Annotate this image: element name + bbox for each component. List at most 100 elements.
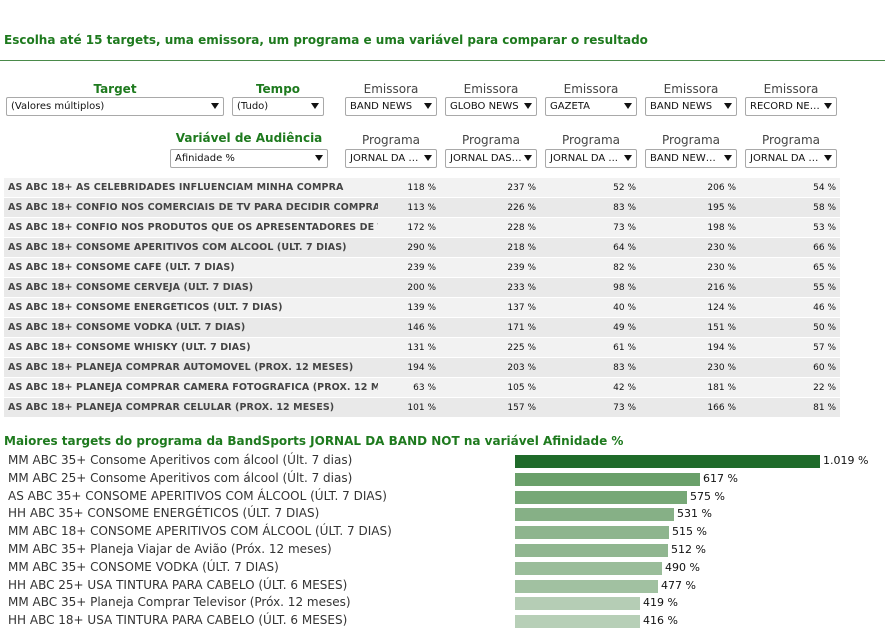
emissora-label-3: Emissora bbox=[563, 82, 619, 96]
cell-value: 118 % bbox=[407, 183, 436, 193]
programa-dropdown-value: JORNAL DA ... bbox=[550, 153, 618, 164]
programa-dropdown-1[interactable]: JORNAL DA B... bbox=[345, 149, 437, 168]
table-row: AS ABC 18+ CONSOME WHISKY (ÚLT. 7 DIAS) 1… bbox=[4, 338, 840, 358]
header-divider bbox=[0, 60, 885, 61]
comparison-table: AS ABC 18+ AS CELEBRIDADES INFLUENCIAM M… bbox=[4, 178, 840, 418]
cell-value: 290 % bbox=[407, 243, 436, 253]
cell-value: 181 % bbox=[707, 383, 736, 393]
cell-value: 58 % bbox=[813, 203, 836, 213]
bar[interactable] bbox=[515, 579, 658, 593]
bar-category-label: MM ABC 18+ CONSOME APERITIVOS COM ÁLCOOL… bbox=[8, 524, 392, 539]
tempo-label: Tempo bbox=[255, 82, 301, 96]
cell-value: 151 % bbox=[707, 323, 736, 333]
bar-category-label: AS ABC 35+ CONSOME APERITIVOS COM ÁLCOOL… bbox=[8, 488, 387, 503]
cell-value: 218 % bbox=[507, 243, 536, 253]
emissora-dropdown-5[interactable]: RECORD NEWS bbox=[745, 97, 837, 116]
bar-category-label: HH ABC 35+ CONSOME ENERGÉTICOS (ÚLT. 7 D… bbox=[8, 506, 320, 521]
cell-value: 203 % bbox=[507, 363, 536, 373]
row-target-name: AS ABC 18+ PLANEJA COMPRAR CAMERA FOTOGR… bbox=[8, 382, 378, 393]
row-target-name: AS ABC 18+ CONSOME WHISKY (ÚLT. 7 DIAS) bbox=[8, 342, 251, 353]
chevron-down-icon bbox=[315, 155, 323, 161]
chevron-down-icon bbox=[624, 103, 632, 109]
chevron-down-icon bbox=[311, 103, 319, 109]
cell-value: 63 % bbox=[413, 383, 436, 393]
target-dropdown[interactable]: (Valores múltiplos) bbox=[6, 97, 224, 116]
emissora-dropdown-2[interactable]: GLOBO NEWS bbox=[445, 97, 537, 116]
bar-category-label: HH ABC 25+ USA TINTURA PARA CABELO (ÚLT.… bbox=[8, 577, 348, 592]
bar-value-label: 490 % bbox=[665, 560, 700, 574]
programa-dropdown-5[interactable]: JORNAL DA R... bbox=[745, 149, 837, 168]
bar[interactable] bbox=[515, 526, 669, 540]
cell-value: 98 % bbox=[613, 283, 636, 293]
chevron-down-icon bbox=[524, 155, 532, 161]
row-target-name: AS ABC 18+ CONFIO NOS PRODUTOS QUE OS AP… bbox=[8, 222, 378, 233]
cell-value: 40 % bbox=[613, 303, 636, 313]
variavel-label: Variável de Audiência bbox=[175, 131, 323, 145]
programa-dropdown-3[interactable]: JORNAL DA ... bbox=[545, 149, 637, 168]
cell-value: 146 % bbox=[407, 323, 436, 333]
emissora-dropdown-4[interactable]: BAND NEWS bbox=[645, 97, 737, 116]
tempo-dropdown[interactable]: (Tudo) bbox=[232, 97, 324, 116]
row-target-name: AS ABC 18+ PLANEJA COMPRAR AUTOMÓVEL (PR… bbox=[8, 362, 354, 373]
cell-value: 105 % bbox=[507, 383, 536, 393]
emissora-label-5: Emissora bbox=[763, 82, 819, 96]
chevron-down-icon bbox=[624, 155, 632, 161]
programa-dropdown-value: BAND NEWS ... bbox=[650, 153, 725, 164]
bar[interactable] bbox=[515, 472, 700, 486]
bar[interactable] bbox=[515, 561, 662, 575]
bar-value-label: 419 % bbox=[643, 596, 678, 610]
cell-value: 216 % bbox=[707, 283, 736, 293]
cell-value: 239 % bbox=[407, 263, 436, 273]
cell-value: 82 % bbox=[613, 263, 636, 273]
cell-value: 81 % bbox=[813, 403, 836, 413]
cell-value: 50 % bbox=[813, 323, 836, 333]
cell-value: 83 % bbox=[613, 363, 636, 373]
emissora-dropdown-3[interactable]: GAZETA bbox=[545, 97, 637, 116]
row-target-name: AS ABC 18+ AS CELEBRIDADES INFLUENCIAM M… bbox=[8, 182, 344, 193]
programa-dropdown-2[interactable]: JORNAL DAS ... bbox=[445, 149, 537, 168]
cell-value: 53 % bbox=[813, 223, 836, 233]
cell-value: 206 % bbox=[707, 183, 736, 193]
bar[interactable] bbox=[515, 508, 674, 522]
emissora-dropdown-value: BAND NEWS bbox=[650, 101, 713, 112]
cell-value: 237 % bbox=[507, 183, 536, 193]
instruction-text: Escolha até 15 targets, uma emissora, um… bbox=[4, 33, 648, 47]
cell-value: 137 % bbox=[507, 303, 536, 313]
variavel-dropdown-value: Afinidade % bbox=[175, 153, 235, 164]
cell-value: 60 % bbox=[813, 363, 836, 373]
bar-value-label: 512 % bbox=[671, 543, 706, 556]
row-target-name: AS ABC 18+ CONSOME ENERGÉTICOS (ÚLT. 7 D… bbox=[8, 302, 283, 313]
programa-dropdown-4[interactable]: BAND NEWS ... bbox=[645, 149, 737, 168]
emissora-dropdown-value: RECORD NEWS bbox=[750, 101, 826, 112]
variavel-dropdown[interactable]: Afinidade % bbox=[170, 149, 328, 168]
cell-value: 73 % bbox=[613, 403, 636, 413]
chart-title: Maiores targets do programa da BandSport… bbox=[4, 434, 624, 448]
emissora-dropdown-1[interactable]: BAND NEWS bbox=[345, 97, 437, 116]
emissora-dropdown-value: GAZETA bbox=[550, 101, 590, 112]
bar[interactable] bbox=[515, 490, 687, 504]
table-row: AS ABC 18+ PLANEJA COMPRAR CAMERA FOTOGR… bbox=[4, 378, 840, 398]
bar[interactable] bbox=[515, 455, 820, 468]
cell-value: 198 % bbox=[707, 223, 736, 233]
chevron-down-icon bbox=[824, 103, 832, 109]
cell-value: 101 % bbox=[407, 403, 436, 413]
cell-value: 225 % bbox=[507, 343, 536, 353]
emissora-label-2: Emissora bbox=[463, 82, 519, 96]
bar[interactable] bbox=[515, 597, 640, 611]
emissora-label-1: Emissora bbox=[363, 82, 419, 96]
cell-value: 22 % bbox=[813, 383, 836, 393]
bar-value-label: 477 % bbox=[661, 578, 696, 592]
cell-value: 131 % bbox=[407, 343, 436, 353]
programa-dropdown-value: JORNAL DA B... bbox=[350, 153, 425, 164]
bar-category-label: MM ABC 35+ Planeja Comprar Televisor (Pr… bbox=[8, 595, 351, 610]
bar-value-label: 575 % bbox=[690, 489, 725, 503]
cell-value: 226 % bbox=[507, 203, 536, 213]
table-row: AS ABC 18+ PLANEJA COMPRAR AUTOMÓVEL (PR… bbox=[4, 358, 840, 378]
cell-value: 200 % bbox=[407, 283, 436, 293]
chevron-down-icon bbox=[724, 155, 732, 161]
cell-value: 42 % bbox=[613, 383, 636, 393]
table-row: AS ABC 18+ AS CELEBRIDADES INFLUENCIAM M… bbox=[4, 178, 840, 198]
cell-value: 57 % bbox=[813, 343, 836, 353]
bar[interactable] bbox=[515, 615, 640, 629]
bar[interactable] bbox=[515, 544, 668, 557]
